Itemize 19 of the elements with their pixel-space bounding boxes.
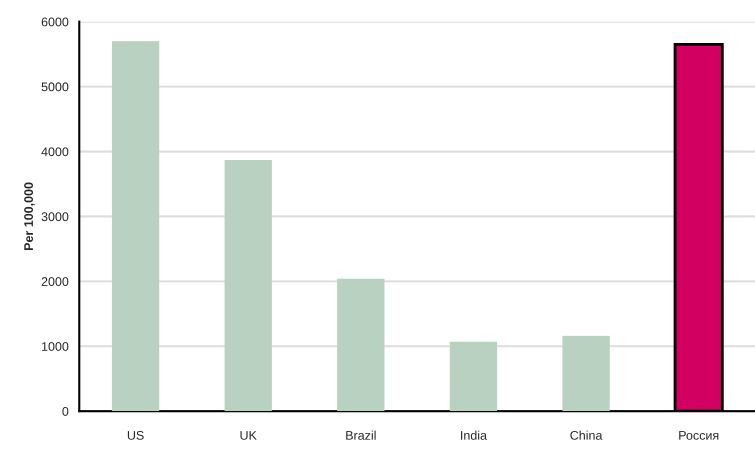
y-tick-label: 1000 (42, 342, 68, 351)
x-tick-label: India (461, 430, 487, 440)
x-tick-label: US (128, 430, 144, 440)
y-tick-label: 6000 (42, 18, 68, 26)
bar (562, 336, 610, 412)
bar (224, 160, 272, 412)
y-tick-label: 0 (62, 406, 68, 416)
x-tick-label: Brazil (346, 430, 376, 440)
y-tick-label: 2000 (42, 277, 68, 286)
x-tick-label: China (570, 430, 602, 440)
y-tick-label: 4000 (41, 147, 68, 156)
bar (112, 41, 160, 412)
bar (450, 342, 498, 412)
bar (337, 278, 384, 412)
y-tick-label: 5000 (42, 82, 68, 92)
y-tick-label: 3000 (42, 212, 68, 222)
x-tick-label: UK (240, 431, 257, 440)
y-axis-title: Per 100,000 (24, 182, 35, 250)
x-tick-label: Россия (679, 431, 718, 440)
